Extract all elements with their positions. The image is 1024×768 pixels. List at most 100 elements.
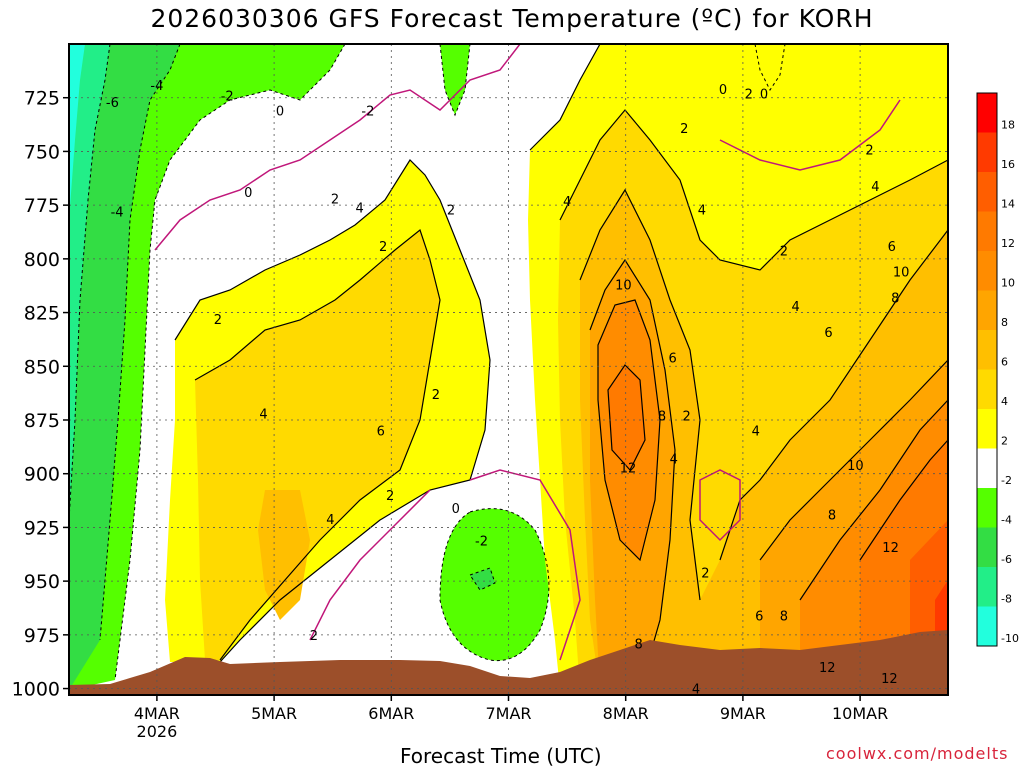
contour-label: 8 [780,610,788,625]
y-tick-label: 800 [24,249,60,271]
contour-label: 6 [668,352,676,367]
zero-isotherm [154,44,901,661]
contour-label: 12 [620,461,637,476]
contour-label: 4 [670,453,678,468]
contour-label: 12 [882,541,899,556]
credit-link[interactable]: coolwx.com/modelts [826,744,1009,763]
contour-label: 2 [310,629,318,644]
colorbar-label: 8 [1001,316,1008,329]
contour-label: 2 [780,244,788,259]
y-tick-label: 875 [24,410,60,432]
contour-label: 4 [871,180,879,195]
grid [69,44,948,695]
contour-label: 2 [214,313,222,328]
contour-label: 6 [824,326,832,341]
contour-label: 4 [326,513,334,528]
contour-label: 10 [893,266,910,281]
fill-minus8 [69,44,85,220]
x-tick-label: 4MAR [134,704,180,723]
colorbar-label: 4 [1001,395,1008,408]
colorbar-swatch [977,527,997,568]
colorbar-swatch [977,172,997,212]
fill-warm-right-12 [608,365,645,470]
contour-label: -4 [150,79,163,94]
y-tick-label: 975 [24,625,60,647]
contour-label: 12 [881,672,898,687]
contour-label: 2 [447,203,455,218]
fill-warm-left-6 [258,490,310,620]
contour-label: 2 [865,143,873,158]
colorbar-swatch [977,448,997,489]
contour-label: 8 [658,410,666,425]
contour-label: 2 [386,489,394,504]
x-tick-label: 9MAR [720,704,766,723]
y-axis: 725 750 775 800 825 850 875 900 925 950 975 1000 [12,88,69,701]
fill-minus4 [69,44,180,690]
contour-label: 4 [692,683,700,698]
colorbar-swatch [977,93,997,133]
contour-label: 2 [745,87,753,102]
x-tick-label: 10MAR [832,704,888,723]
y-tick-label: 925 [24,517,60,539]
contour-label: 4 [752,425,760,440]
contour-label: 10 [847,459,864,474]
colorbar-swatch [977,211,997,252]
fill-top-cold-1 [440,44,470,115]
colorbar-swatch [977,132,997,173]
colorbar-label: 2 [1001,435,1008,448]
colorbar: 18 16 14 12 10 8 6 4 2 -2 -4 -6 -8 -10 [976,92,1019,647]
contour-label: 2 [680,122,688,137]
contour-label: 2 [379,240,387,255]
x-tick-year: 2026 [137,722,178,741]
contour-label: 8 [891,292,899,307]
fill-cold-blob-inner [470,568,495,590]
x-tick-label: 5MAR [251,704,297,723]
contour-label: -2 [221,90,234,105]
colorbar-label: 18 [1001,119,1015,132]
y-tick-label: 900 [24,464,60,486]
colorbar-swatch [977,409,997,449]
contour-label: 12 [819,661,836,676]
contour-label: 0 [760,87,768,102]
colorbar-swatch [977,606,997,647]
contour-lines [174,44,948,691]
contour-label: 0 [244,186,252,201]
contour-label: 4 [563,195,571,210]
contour-label: 2 [331,193,339,208]
colorbar-swatch [977,330,997,370]
y-tick-label: 825 [24,303,60,325]
colorbar-swatch [977,567,997,607]
colorbar-swatch [977,290,997,331]
contour-label: 2 [432,388,440,403]
colorbar-label: -6 [1001,553,1012,566]
contour-label: 4 [791,300,799,315]
terrain-ground [69,630,948,695]
y-tick-label: 1000 [12,679,60,701]
contour-label: 0 [452,502,460,517]
contour-label: -4 [111,206,124,221]
colorbar-label: 14 [1001,198,1015,211]
y-tick-label: 850 [24,356,60,378]
y-tick-label: 775 [24,195,60,217]
y-tick-label: 950 [24,571,60,593]
colorbar-label: -4 [1001,514,1012,527]
x-tick-label: 6MAR [368,704,414,723]
colorbar-swatch [977,251,997,291]
contour-label: 8 [828,509,836,524]
contour-label: 6 [755,610,763,625]
colorbar-label: 12 [1001,237,1015,250]
contour-label: 6 [888,240,896,255]
x-axis-label: Forecast Time (UTC) [400,744,602,768]
y-tick-label: 750 [24,141,60,163]
contour-label: 0 [276,105,284,120]
colorbar-label: -8 [1001,593,1012,606]
contour-label: -2 [475,534,488,549]
colorbar-swatch [977,369,997,410]
contour-label: 0 [719,83,727,98]
contour-label: -2 [361,105,374,120]
chart-title: 2026030306 GFS Forecast Temperature (ºC)… [150,4,874,33]
contour-label: 6 [377,425,385,440]
